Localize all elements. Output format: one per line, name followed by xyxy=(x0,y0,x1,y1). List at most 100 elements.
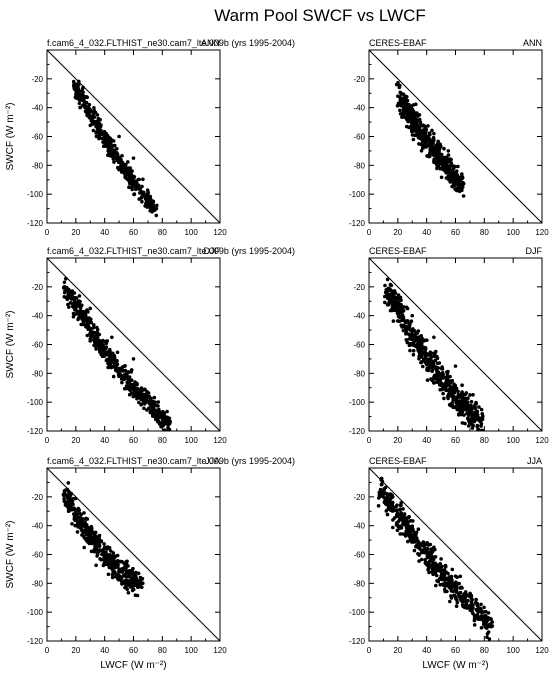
scatter-point xyxy=(432,153,436,157)
scatter-point xyxy=(396,293,401,297)
scatter-point xyxy=(122,573,126,578)
scatter-point xyxy=(401,507,405,511)
y-axis-label: SWCF (W m⁻²) xyxy=(5,310,16,378)
scatter-point xyxy=(104,562,109,566)
scatter-point xyxy=(441,375,445,380)
scatter-point xyxy=(390,493,394,497)
scatter-point xyxy=(97,332,102,337)
scatter-point xyxy=(101,132,106,137)
scatter-point xyxy=(408,341,413,346)
y-tick-label: -40 xyxy=(31,312,43,321)
scatter-point xyxy=(71,314,76,319)
x-tick-label: 80 xyxy=(480,436,489,445)
panel-left-label: CERES-EBAF xyxy=(369,38,427,48)
scatter-point xyxy=(383,300,387,305)
scatter-point xyxy=(62,497,66,501)
scatter-point xyxy=(453,187,457,191)
scatter-point xyxy=(78,304,83,308)
scatter-point xyxy=(443,589,447,594)
x-tick-label: 120 xyxy=(535,228,549,237)
scatter-point xyxy=(440,167,444,171)
scatter-point xyxy=(384,491,389,496)
scatter-point xyxy=(86,108,91,113)
scatter-point xyxy=(420,336,424,341)
scatter-point xyxy=(162,417,166,421)
scatter-points xyxy=(376,476,495,641)
y-tick-label: -60 xyxy=(353,133,365,142)
x-tick-label: 100 xyxy=(184,436,198,445)
scatter-point xyxy=(142,406,146,411)
scatter-point xyxy=(449,157,453,162)
scatter-point xyxy=(459,597,463,602)
scatter-point xyxy=(450,391,455,396)
scatter-point xyxy=(402,512,407,516)
scatter-point xyxy=(126,591,131,595)
scatter-point xyxy=(113,565,118,569)
scatter-point xyxy=(71,291,75,295)
scatter-point xyxy=(114,365,119,370)
scatter-point xyxy=(109,154,114,158)
scatter-point xyxy=(133,380,137,384)
scatter-point xyxy=(135,593,140,598)
scatter-point xyxy=(475,424,480,429)
scatter-point xyxy=(117,160,121,164)
scatter-point xyxy=(111,374,116,379)
scatter-point xyxy=(479,626,484,630)
scatter-point xyxy=(401,328,406,333)
scatter-point xyxy=(130,181,135,185)
scatter-point xyxy=(392,516,397,520)
scatter-point xyxy=(82,103,87,108)
scatter-point xyxy=(84,516,88,521)
scatter-point xyxy=(109,549,113,553)
scatter-point xyxy=(417,349,421,354)
scatter-point xyxy=(460,390,464,394)
scatter-point xyxy=(115,368,120,373)
data-point xyxy=(153,206,157,211)
scatter-point xyxy=(415,331,420,335)
scatter-point xyxy=(448,580,453,584)
scatter-point xyxy=(377,490,382,495)
y-tick-label: -80 xyxy=(353,161,365,170)
y-tick-label: -20 xyxy=(353,493,365,502)
scatter-point xyxy=(140,199,144,204)
scatter-point xyxy=(441,386,446,391)
scatter-point xyxy=(117,167,121,172)
panel-obs-djf: CERES-EBAF DJF 0 20 40 60 80 100 120 -20 -40 -60 -80… xyxy=(349,246,549,445)
scatter-point xyxy=(462,413,466,417)
scatter-point xyxy=(443,383,447,388)
scatter-point xyxy=(411,348,416,353)
scatter-point xyxy=(417,559,421,563)
scatter-point xyxy=(455,600,460,605)
scatter-point xyxy=(158,414,163,419)
scatter-point xyxy=(435,354,439,359)
scatter-point xyxy=(126,160,130,164)
scatter-points xyxy=(61,481,145,598)
scatter-point xyxy=(94,563,98,568)
scatter-point xyxy=(459,412,463,417)
data-point xyxy=(396,94,400,98)
scatter-point xyxy=(421,131,425,136)
scatter-point xyxy=(97,539,102,544)
scatter-point xyxy=(449,385,454,390)
scatter-point xyxy=(427,570,431,575)
scatter-point xyxy=(471,423,476,428)
scatter-point xyxy=(453,593,457,598)
scatter-point xyxy=(454,180,459,184)
scatter-point xyxy=(424,134,429,139)
scatter-point xyxy=(468,591,472,596)
scatter-point xyxy=(88,339,92,343)
scatter-point xyxy=(75,530,80,534)
scatter-point xyxy=(456,407,461,411)
scatter-point xyxy=(139,403,143,407)
scatter-point xyxy=(425,378,430,383)
scatter-point xyxy=(107,357,111,361)
scatter-point xyxy=(124,384,129,388)
scatter-point xyxy=(77,294,82,298)
scatter-point xyxy=(397,526,402,531)
data-point xyxy=(417,113,422,117)
scatter-point xyxy=(120,365,125,369)
scatter-point xyxy=(380,492,384,497)
scatter-point xyxy=(403,106,408,110)
scatter-point xyxy=(439,175,444,180)
y-tick-label: -120 xyxy=(27,427,44,436)
